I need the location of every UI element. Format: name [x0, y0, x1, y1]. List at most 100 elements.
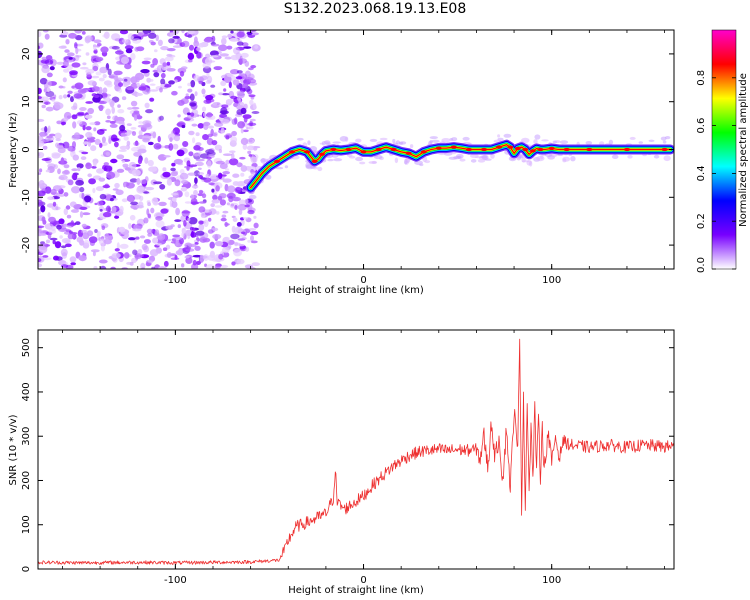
- noise-speckle: [168, 38, 175, 44]
- noise-speckle: [92, 251, 96, 257]
- noise-speckle: [212, 102, 218, 106]
- noise-speckle: [240, 137, 249, 145]
- noise-speckle: [48, 228, 57, 234]
- noise-speckle: [187, 34, 193, 38]
- ridge-halo-speckle: [497, 137, 504, 141]
- noise-speckle: [197, 123, 204, 129]
- noise-speckle: [89, 122, 96, 125]
- noise-speckle: [152, 131, 157, 139]
- noise-speckle: [92, 187, 96, 194]
- noise-speckle: [194, 91, 198, 97]
- noise-speckle: [247, 239, 251, 243]
- noise-speckle: [252, 102, 257, 110]
- ridge-halo-speckle: [443, 152, 453, 156]
- noise-speckle: [92, 65, 99, 72]
- noise-speckle: [91, 166, 97, 169]
- noise-speckle: [144, 102, 150, 109]
- noise-speckle: [192, 137, 196, 144]
- noise-speckle: [99, 143, 103, 148]
- noise-speckle: [224, 221, 228, 227]
- noise-speckle: [190, 230, 195, 238]
- noise-speckle: [110, 266, 116, 269]
- noise-speckle: [143, 57, 152, 61]
- noise-speckle: [234, 117, 238, 125]
- noise-speckle: [57, 147, 66, 154]
- noise-speckle: [58, 85, 64, 89]
- noise-speckle: [136, 146, 142, 150]
- noise-speckle: [188, 151, 194, 157]
- ridge-hotspot: [537, 147, 544, 152]
- noise-speckle: [74, 132, 80, 138]
- noise-speckle: [47, 196, 55, 200]
- noise-speckle: [98, 77, 105, 82]
- noise-speckle: [153, 143, 162, 150]
- noise-speckle: [246, 145, 255, 151]
- noise-speckle: [192, 254, 202, 258]
- noise-speckle: [152, 237, 159, 244]
- noise-speckle: [191, 185, 199, 189]
- noise-speckle: [103, 80, 112, 86]
- noise-speckle: [197, 77, 205, 82]
- noise-speckle: [60, 264, 69, 268]
- noise-speckle: [181, 180, 189, 185]
- noise-speckle: [128, 223, 132, 230]
- noise-speckle: [203, 122, 209, 130]
- noise-speckle: [47, 125, 51, 133]
- noise-speckle: [46, 87, 51, 93]
- noise-speckle: [137, 31, 145, 36]
- noise-speckle: [188, 164, 198, 167]
- ridge-hotspot: [311, 159, 318, 163]
- noise-speckle: [71, 186, 81, 194]
- noise-speckle: [221, 104, 229, 108]
- ridge-halo-speckle: [371, 160, 378, 164]
- noise-speckle: [94, 202, 98, 206]
- noise-speckle: [206, 160, 212, 168]
- noise-speckle: [220, 127, 225, 134]
- noise-speckle: [40, 59, 50, 64]
- noise-speckle: [143, 239, 151, 244]
- snr-panel: -100 0 100 0 100 200 300 400 500 Height of strai…: [8, 329, 675, 596]
- noise-speckle: [177, 224, 181, 229]
- noise-speckle: [99, 193, 107, 200]
- noise-speckle: [121, 160, 126, 164]
- noise-speckle: [250, 240, 258, 244]
- noise-speckle: [177, 67, 187, 74]
- noise-speckle: [178, 247, 183, 256]
- noise-speckle: [76, 236, 84, 243]
- noise-speckle: [234, 186, 242, 194]
- noise-speckle: [221, 35, 228, 39]
- noise-speckle: [230, 233, 240, 240]
- noise-speckle: [54, 102, 64, 110]
- noise-speckle: [76, 55, 82, 58]
- noise-speckle: [99, 66, 108, 74]
- noise-speckle: [38, 118, 45, 122]
- noise-speckle: [54, 241, 62, 249]
- noise-speckle: [106, 205, 111, 213]
- snr-plot-area: [38, 330, 674, 569]
- noise-speckle: [170, 224, 175, 228]
- noise-speckle: [205, 173, 210, 178]
- noise-speckle: [236, 181, 246, 187]
- noise-speckle: [149, 97, 155, 102]
- noise-speckle: [212, 233, 222, 240]
- noise-speckle: [217, 195, 223, 201]
- noise-speckle: [38, 246, 48, 254]
- noise-speckle: [149, 79, 154, 82]
- snr-y-tick-label: 400: [21, 382, 32, 401]
- noise-speckle: [162, 247, 168, 251]
- noise-speckle: [207, 75, 213, 84]
- noise-speckle: [93, 48, 98, 55]
- noise-speckle: [181, 263, 185, 268]
- noise-speckle: [202, 134, 209, 141]
- noise-speckle: [86, 230, 94, 237]
- noise-speckle: [222, 247, 230, 254]
- spectrogram-x-label: Height of straight line (km): [288, 285, 424, 296]
- noise-speckle: [130, 126, 137, 130]
- noise-speckle: [44, 126, 48, 133]
- noise-speckle: [197, 172, 205, 175]
- noise-speckle: [85, 68, 95, 74]
- snr-y-label: SNR (10 * v/v): [8, 414, 19, 485]
- ridge-halo-speckle: [559, 140, 569, 145]
- noise-speckle: [162, 167, 167, 172]
- noise-speckle: [119, 145, 128, 150]
